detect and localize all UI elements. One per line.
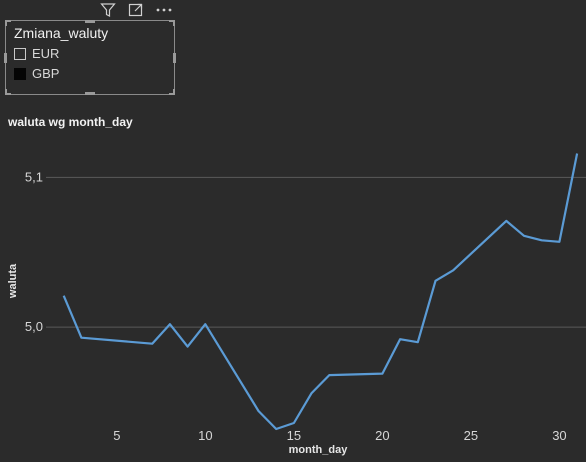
resize-handle-top-center[interactable] xyxy=(85,20,95,23)
slicer-item-gbp[interactable]: GBP xyxy=(14,66,59,81)
x-axis-label: month_day xyxy=(289,444,349,456)
filter-icon[interactable] xyxy=(98,1,118,19)
resize-handle-bottom-right[interactable] xyxy=(169,93,175,95)
data-point[interactable] xyxy=(78,335,84,341)
data-point[interactable] xyxy=(397,336,403,342)
resize-handle-top-left[interactable] xyxy=(5,20,7,26)
y-axis-ticks: 5,0 5,1 xyxy=(25,169,43,334)
y-tick-label: 5,0 xyxy=(25,319,43,334)
x-tick-label: 10 xyxy=(198,428,212,443)
slicer-item-label: EUR xyxy=(32,46,60,61)
x-tick-label: 25 xyxy=(464,428,478,443)
resize-handle-bottom-center[interactable] xyxy=(85,92,95,95)
data-point[interactable] xyxy=(539,237,545,243)
data-point[interactable] xyxy=(574,151,580,157)
slicer-item-eur[interactable]: EUR xyxy=(14,46,59,61)
data-point[interactable] xyxy=(521,233,527,239)
x-tick-label: 30 xyxy=(552,428,566,443)
x-tick-label: 15 xyxy=(287,428,301,443)
resize-handle-bottom-left[interactable] xyxy=(5,89,7,95)
series-lines xyxy=(61,151,580,432)
data-point[interactable] xyxy=(273,426,279,432)
grid-lines xyxy=(46,176,586,328)
data-point[interactable] xyxy=(202,321,208,327)
data-point[interactable] xyxy=(433,278,439,284)
data-point[interactable] xyxy=(149,341,155,347)
data-point[interactable] xyxy=(556,239,562,245)
x-tick-label: 20 xyxy=(375,428,389,443)
data-point[interactable] xyxy=(415,339,421,345)
series-line[interactable] xyxy=(62,153,579,431)
y-axis-label: waluta xyxy=(7,263,19,299)
resize-handle-top-right[interactable] xyxy=(173,20,175,26)
more-options-icon[interactable] xyxy=(154,1,174,19)
x-axis-ticks: 5 10 15 20 25 30 xyxy=(113,428,566,443)
checkbox-gbp[interactable] xyxy=(14,67,26,80)
data-point[interactable] xyxy=(167,321,173,327)
resize-handle-top-right[interactable] xyxy=(169,20,175,22)
x-tick-label: 5 xyxy=(113,428,120,443)
slicer-title: Zmiana_waluty xyxy=(14,25,109,41)
resize-handle-bottom-right[interactable] xyxy=(173,89,175,95)
resize-handle-bottom-left[interactable] xyxy=(5,93,11,95)
visual-header-toolbar xyxy=(98,1,174,19)
focus-mode-icon[interactable] xyxy=(126,1,146,19)
resize-handle-right[interactable] xyxy=(173,53,176,63)
data-point[interactable] xyxy=(450,267,456,273)
visual-title: waluta wg month_day xyxy=(8,115,133,129)
resize-handle-top-left[interactable] xyxy=(5,20,11,22)
data-point[interactable] xyxy=(326,372,332,378)
data-point[interactable] xyxy=(61,293,67,299)
checkbox-eur[interactable] xyxy=(14,47,26,60)
slicer-zmiana-waluty[interactable]: Zmiana_waluty EUR GBP xyxy=(4,20,176,95)
y-tick-label: 5,1 xyxy=(25,169,43,184)
data-point[interactable] xyxy=(379,371,385,377)
data-point[interactable] xyxy=(185,344,191,350)
slicer-item-label: GBP xyxy=(32,66,60,81)
resize-handle-left[interactable] xyxy=(4,53,7,63)
data-point[interactable] xyxy=(503,218,509,224)
data-point[interactable] xyxy=(291,420,297,426)
data-point[interactable] xyxy=(309,390,315,396)
data-point[interactable] xyxy=(256,408,262,414)
